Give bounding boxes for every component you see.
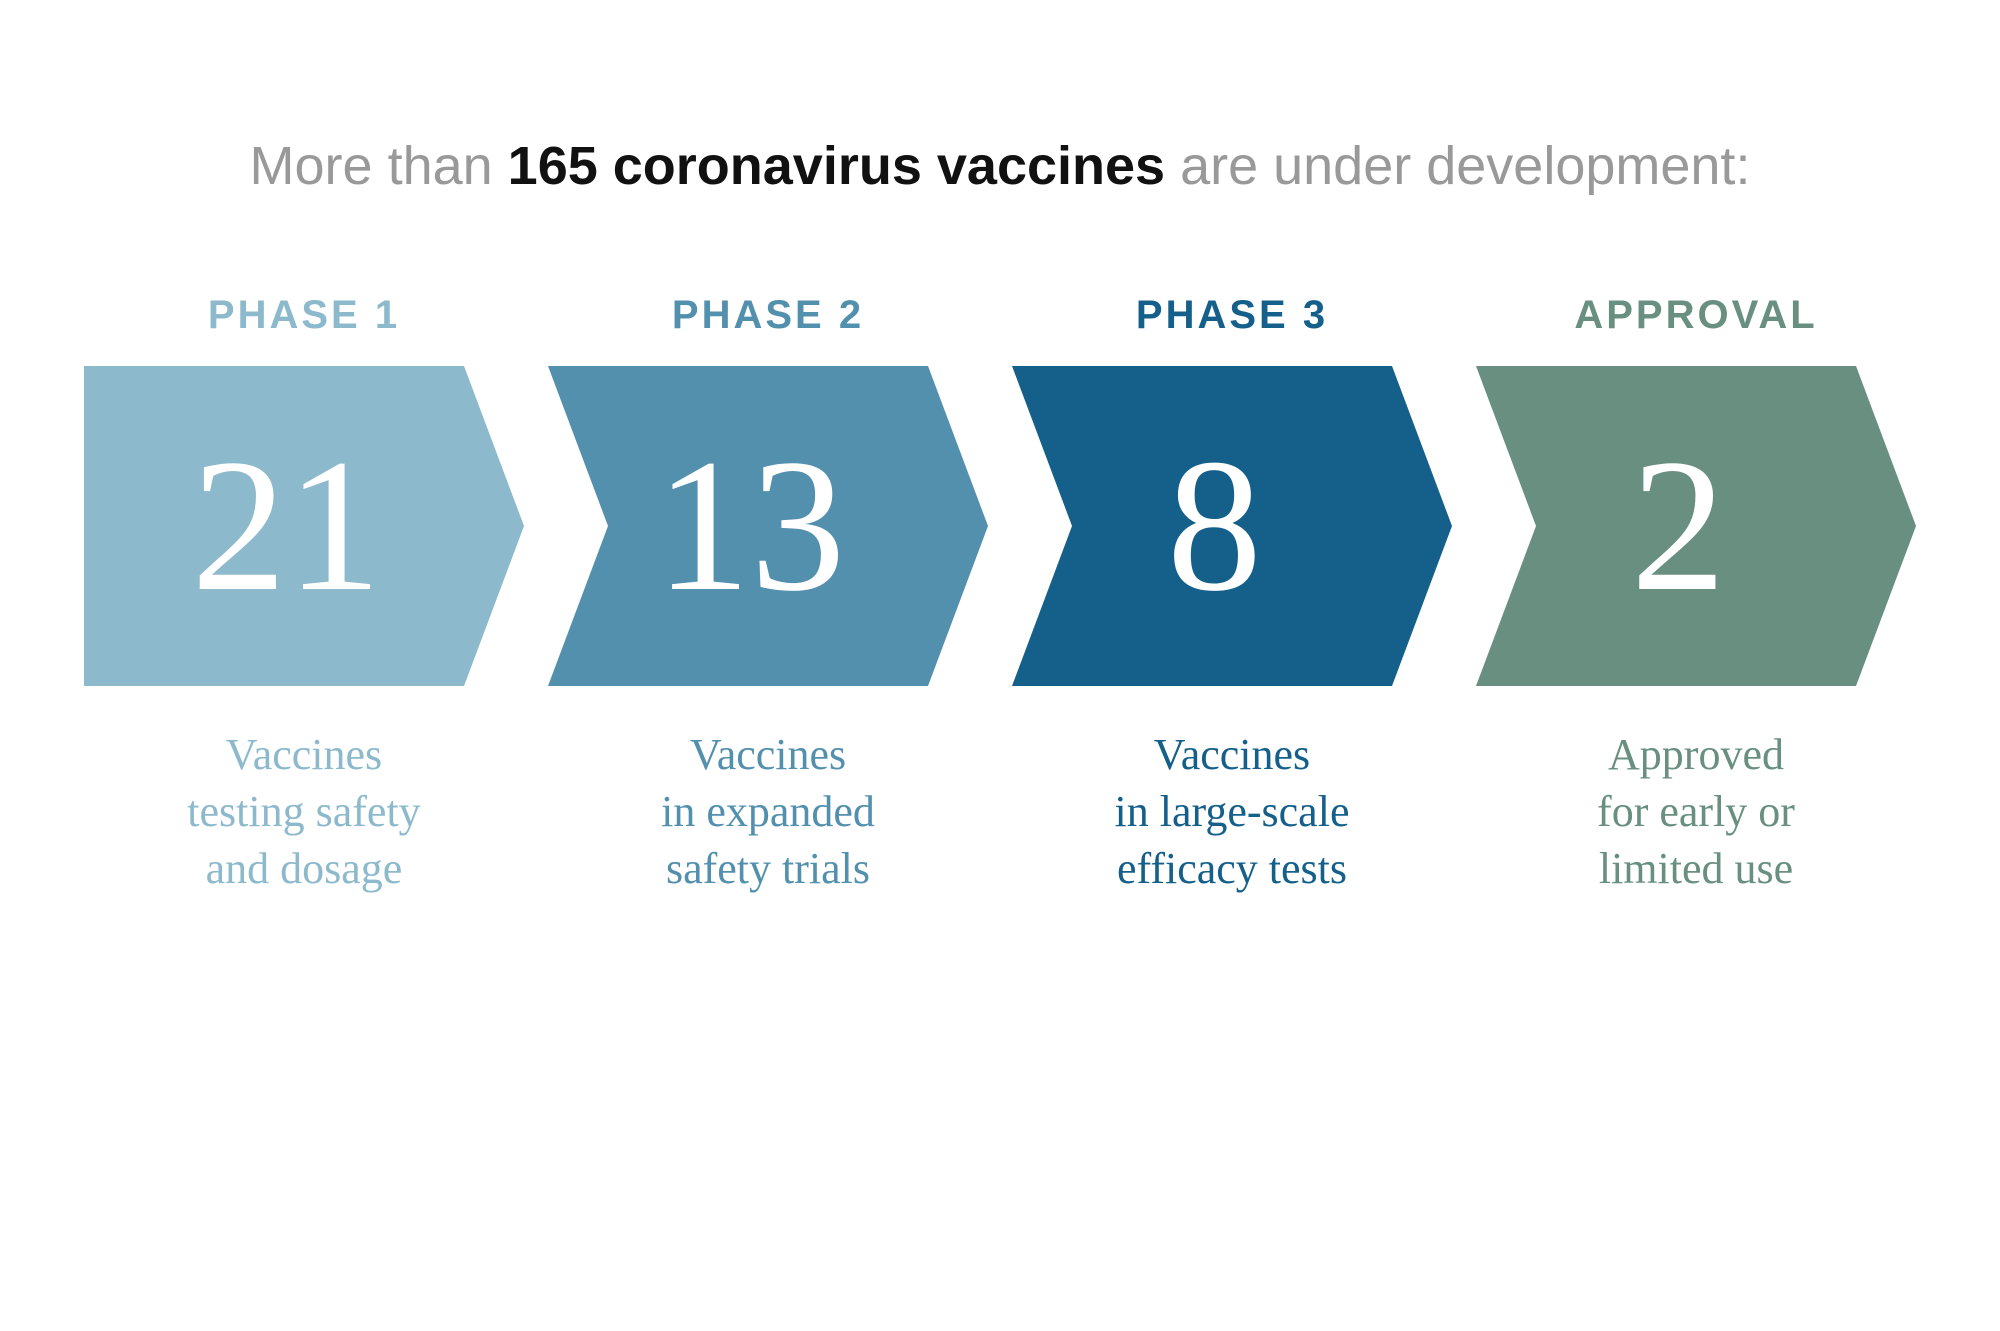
phases-row: PHASE 1 21 Vaccines testing safety and d… [90,293,1910,898]
phase-column: PHASE 3 8 Vaccines in large-scale effica… [1012,293,1452,898]
phase-number: 21 [191,431,381,621]
chevron-shape: 8 [1012,366,1452,686]
phase-column: APPROVAL 2 Approved for early or limited… [1476,293,1916,898]
infographic-container: More than 165 coronavirus vaccines are u… [90,130,1910,897]
phase-label: PHASE 2 [672,293,864,338]
chevron-shape: 2 [1476,366,1916,686]
chevron-shape: 21 [84,366,524,686]
chevron-shape: 13 [548,366,988,686]
phase-description: Vaccines testing safety and dosage [167,726,440,898]
phase-label: PHASE 1 [208,293,400,338]
headline-suffix: are under development: [1165,136,1750,196]
phase-number: 8 [1167,431,1262,621]
phase-column: PHASE 1 21 Vaccines testing safety and d… [84,293,524,898]
phase-number: 2 [1631,431,1726,621]
headline: More than 165 coronavirus vaccines are u… [90,130,1910,203]
headline-prefix: More than [250,136,508,196]
phase-number: 13 [655,431,845,621]
phase-label: APPROVAL [1574,293,1817,338]
headline-bold: 165 coronavirus vaccines [508,136,1165,196]
phase-description: Vaccines in expanded safety trials [641,726,895,898]
phase-description: Approved for early or limited use [1577,726,1815,898]
phase-label: PHASE 3 [1136,293,1328,338]
phase-column: PHASE 2 13 Vaccines in expanded safety t… [548,293,988,898]
phase-description: Vaccines in large-scale efficacy tests [1095,726,1370,898]
